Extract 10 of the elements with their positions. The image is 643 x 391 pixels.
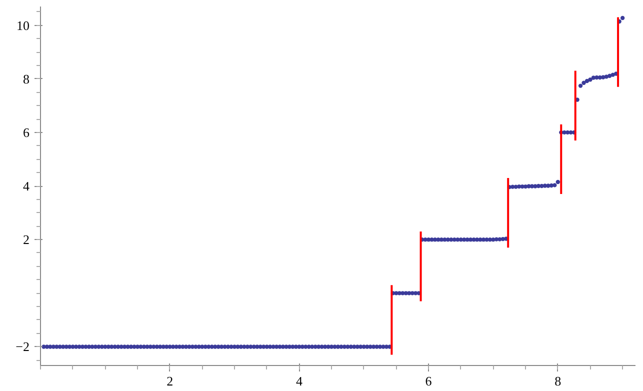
x-tick-label: 4 <box>296 374 303 388</box>
y-tick-label: 6 <box>23 124 30 140</box>
x-tick-label: 2 <box>166 374 174 388</box>
x-tick-label: 8 <box>554 374 562 388</box>
y-tick-label: −2 <box>16 339 30 354</box>
y-tick-label: 8 <box>23 71 30 86</box>
y-tick-label: 2 <box>23 232 30 248</box>
x-tick-label: 6 <box>425 374 432 388</box>
y-tick-label: 10 <box>16 18 30 33</box>
y-tick-label: 4 <box>23 178 30 194</box>
